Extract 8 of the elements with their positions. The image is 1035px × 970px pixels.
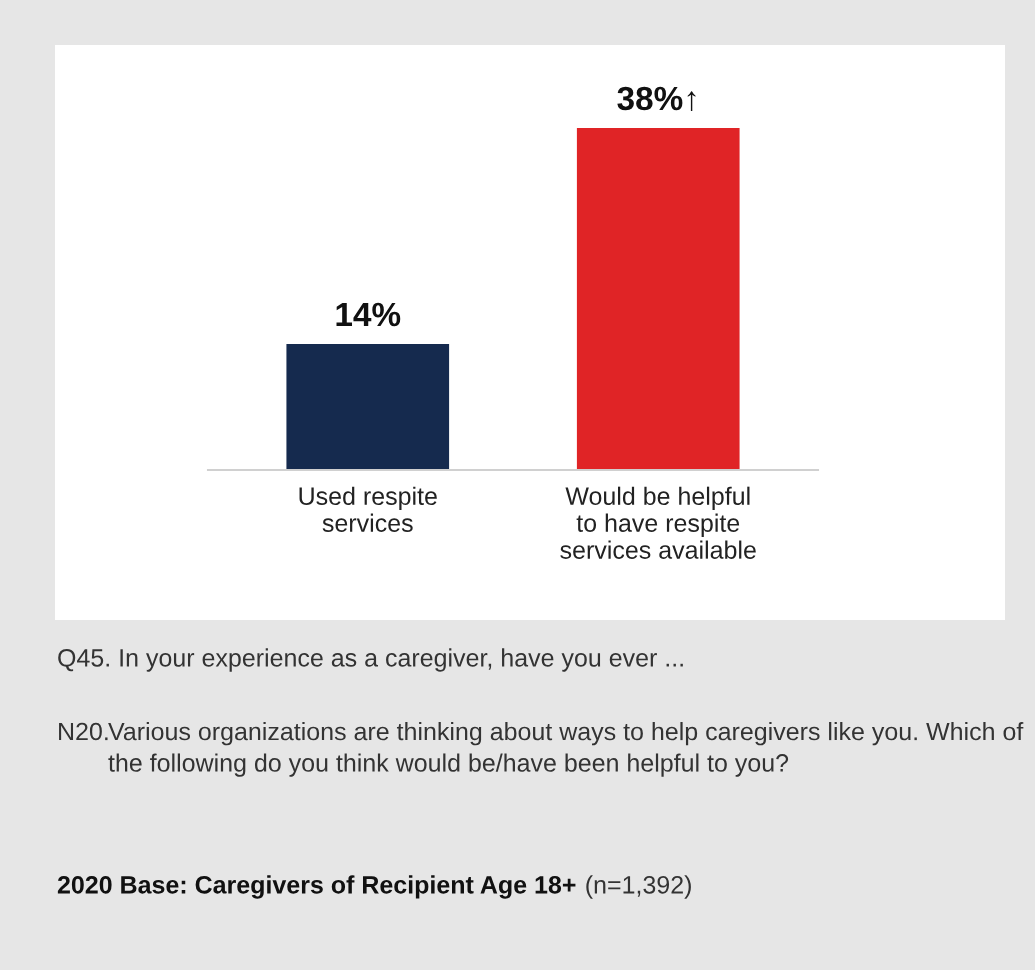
x-tick-label: Used respite services	[299, 486, 437, 532]
x-tick-label: Would be helpful to have respite services available	[560, 486, 756, 559]
text: Q45. In your experience as a caregiver, have you ever ...	[58, 648, 683, 672]
text: 2020 Base: Caregivers of Recipient Age 18+	[57, 875, 576, 899]
text: N20.Various organizations are thinking about ways to help caregivers like you. Which of the following do you think would be/have been helpful to you?	[59, 722, 1024, 777]
data-label: 14%	[336, 302, 401, 327]
text: (n=1,392)	[586, 875, 691, 899]
data-label: 38%↑	[617, 86, 696, 111]
